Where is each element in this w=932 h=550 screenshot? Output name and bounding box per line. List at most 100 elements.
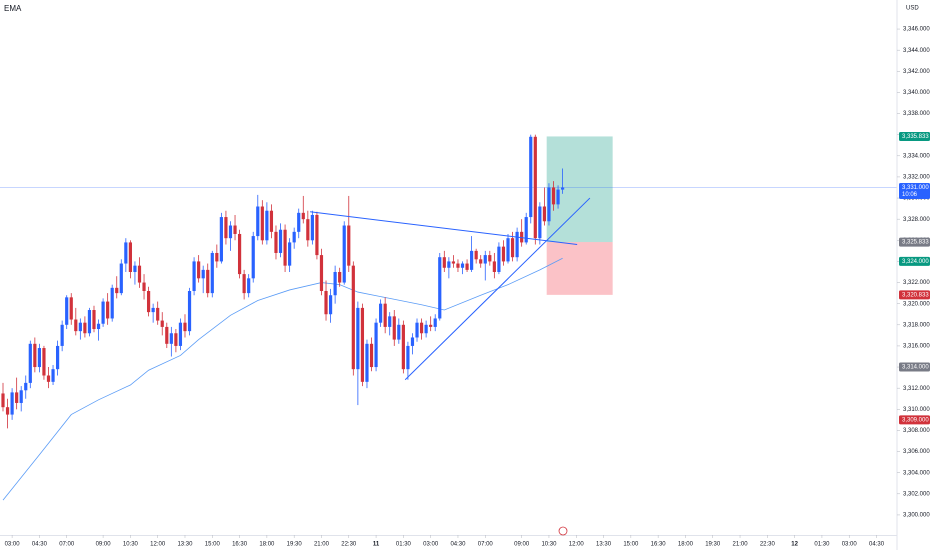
candle-body — [406, 345, 410, 370]
candle-body — [301, 212, 305, 220]
x-tick-label: 10:30 — [123, 542, 139, 548]
x-tick-label: 19:30 — [705, 542, 721, 548]
x-tick-label: 09:00 — [514, 542, 530, 548]
candle-body — [365, 343, 369, 382]
indicator-label: EMA — [4, 4, 22, 13]
candle-body — [447, 261, 451, 268]
candle-body — [310, 214, 314, 241]
trendline — [310, 211, 578, 246]
y-tick-label: 3,320.000 — [903, 301, 930, 307]
y-tick-label: 3,338.000 — [903, 111, 930, 117]
candle-body — [206, 269, 210, 294]
candle-body — [292, 231, 296, 243]
x-tick-label: 13:30 — [596, 542, 612, 548]
candle-body — [119, 263, 123, 294]
candle-body — [392, 316, 396, 340]
x-tick-label: 15:00 — [205, 542, 221, 548]
price-label-countdown: 10:06 — [902, 192, 918, 198]
x-tick-label: 22:30 — [341, 542, 357, 548]
candle-body — [474, 250, 478, 260]
candle-body — [342, 225, 346, 283]
x-tick-label: 21:00 — [733, 542, 749, 548]
candle-body — [110, 287, 114, 319]
y-tick-label: 3,308.000 — [903, 428, 930, 434]
price-label: 3,335.833 — [902, 134, 929, 140]
candle-body — [347, 225, 351, 266]
candle-body — [438, 257, 442, 319]
candle-body — [388, 316, 392, 327]
candle-body — [561, 187, 565, 190]
price-label-bg — [899, 182, 930, 199]
candle-body — [297, 212, 301, 232]
candle-body — [96, 323, 101, 330]
y-tick-label: 3,328.000 — [903, 217, 930, 223]
candle-body — [533, 136, 537, 239]
candle-body — [142, 282, 146, 292]
event-icon[interactable] — [558, 526, 568, 536]
x-tick-label: 16:30 — [651, 542, 667, 548]
x-tick-label: 01:30 — [814, 542, 830, 548]
x-tick-label: 18:00 — [678, 542, 694, 548]
price-label: 3,314.000 — [902, 365, 929, 371]
candle-body — [87, 310, 92, 334]
ema-line — [2, 257, 563, 501]
candle-body — [224, 217, 228, 239]
candle-body — [465, 263, 469, 270]
y-tick-label: 3,342.000 — [903, 69, 930, 75]
x-tick-label: 18:00 — [259, 542, 275, 548]
x-tick-label: 04:30 — [32, 542, 48, 548]
candle-body — [192, 261, 196, 292]
candle-body — [46, 375, 51, 382]
x-tick-label: 10:30 — [541, 542, 557, 548]
candle-body — [256, 206, 260, 237]
price-label: 3,324.000 — [902, 259, 929, 265]
candle-body — [433, 318, 437, 327]
price-label: 3,320.833 — [902, 292, 929, 298]
candle-body — [106, 301, 110, 319]
trendline — [404, 197, 591, 381]
price-label-bg — [899, 362, 930, 372]
candle-body — [151, 307, 155, 313]
candle-body — [146, 291, 151, 313]
x-tick-label: 04:30 — [869, 542, 885, 548]
candle-body — [410, 337, 415, 346]
candle-body — [74, 319, 78, 332]
candle-body — [547, 187, 551, 222]
price-label: 3,325.833 — [902, 240, 929, 246]
candle-body — [328, 295, 333, 315]
candle-body — [174, 333, 178, 346]
candle-body — [237, 233, 242, 275]
candle-body — [497, 246, 501, 272]
x-tick-label: 03:00 — [423, 542, 439, 548]
candle-body — [187, 291, 192, 332]
candle-body — [265, 210, 269, 241]
candle-body — [28, 343, 32, 383]
candle-body — [233, 225, 237, 234]
y-tick-label: 3,346.000 — [903, 27, 930, 33]
candle-body — [178, 322, 183, 346]
candle-body — [401, 324, 405, 370]
candle-body — [60, 324, 64, 346]
candle-body — [128, 242, 132, 272]
candle-body — [201, 269, 205, 279]
candle-body — [101, 301, 105, 324]
y-tick-label: 3,322.000 — [903, 280, 930, 286]
candle-body — [524, 217, 528, 243]
candle-body — [115, 287, 119, 294]
candle-body — [379, 303, 383, 323]
candle-body — [333, 271, 337, 296]
candle-body — [5, 407, 10, 415]
x-tick-label: 09:00 — [96, 542, 112, 548]
candle-body — [501, 246, 506, 262]
candle-body — [483, 255, 487, 264]
candle-body — [19, 390, 23, 403]
x-tick-label: 15:00 — [623, 542, 639, 548]
candle-body — [24, 382, 28, 391]
x-tick-label: 03:00 — [5, 542, 21, 548]
candle-body — [15, 392, 19, 403]
candle-body — [1, 393, 5, 408]
candle-body — [315, 214, 319, 256]
candle-body — [133, 265, 137, 272]
currency: USD — [906, 6, 919, 12]
x-tick-label: 19:30 — [287, 542, 303, 548]
